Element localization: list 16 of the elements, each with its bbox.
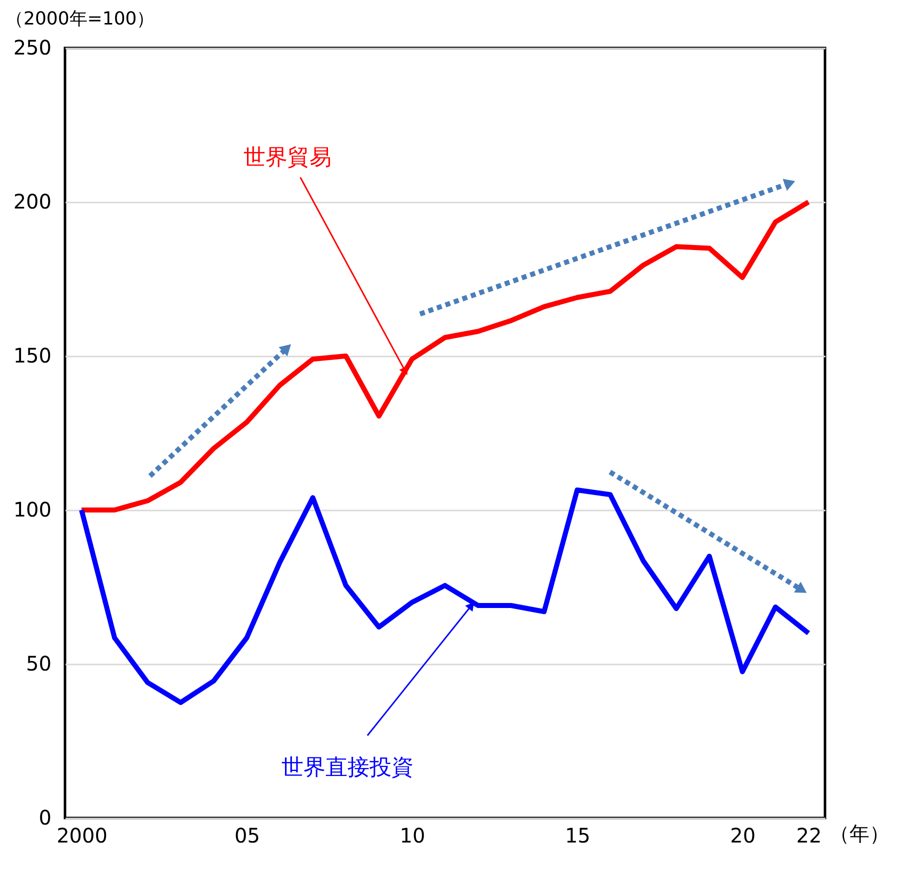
y-tick-label: 0	[38, 806, 52, 830]
y-tick-label: 150	[13, 344, 52, 368]
x-tick-label: 15	[564, 824, 590, 848]
annotation: 世界貿易	[243, 145, 332, 170]
x-tick-label: 10	[400, 824, 426, 848]
y-tick-label: 50	[26, 652, 52, 676]
x-tick-label: 22	[796, 824, 822, 848]
x-tick-label: 2000	[56, 824, 108, 848]
y-tick-label: 100	[13, 498, 52, 522]
x-tick-label: 05	[234, 824, 260, 848]
x-axis-title: （年）	[830, 822, 890, 846]
y-axis-title: （2000年=100）	[6, 8, 155, 30]
y-tick-label: 250	[13, 36, 52, 60]
y-tick-label: 200	[13, 190, 52, 214]
annotation: 世界直接投資	[281, 755, 414, 780]
x-tick-label: 20	[730, 824, 756, 848]
